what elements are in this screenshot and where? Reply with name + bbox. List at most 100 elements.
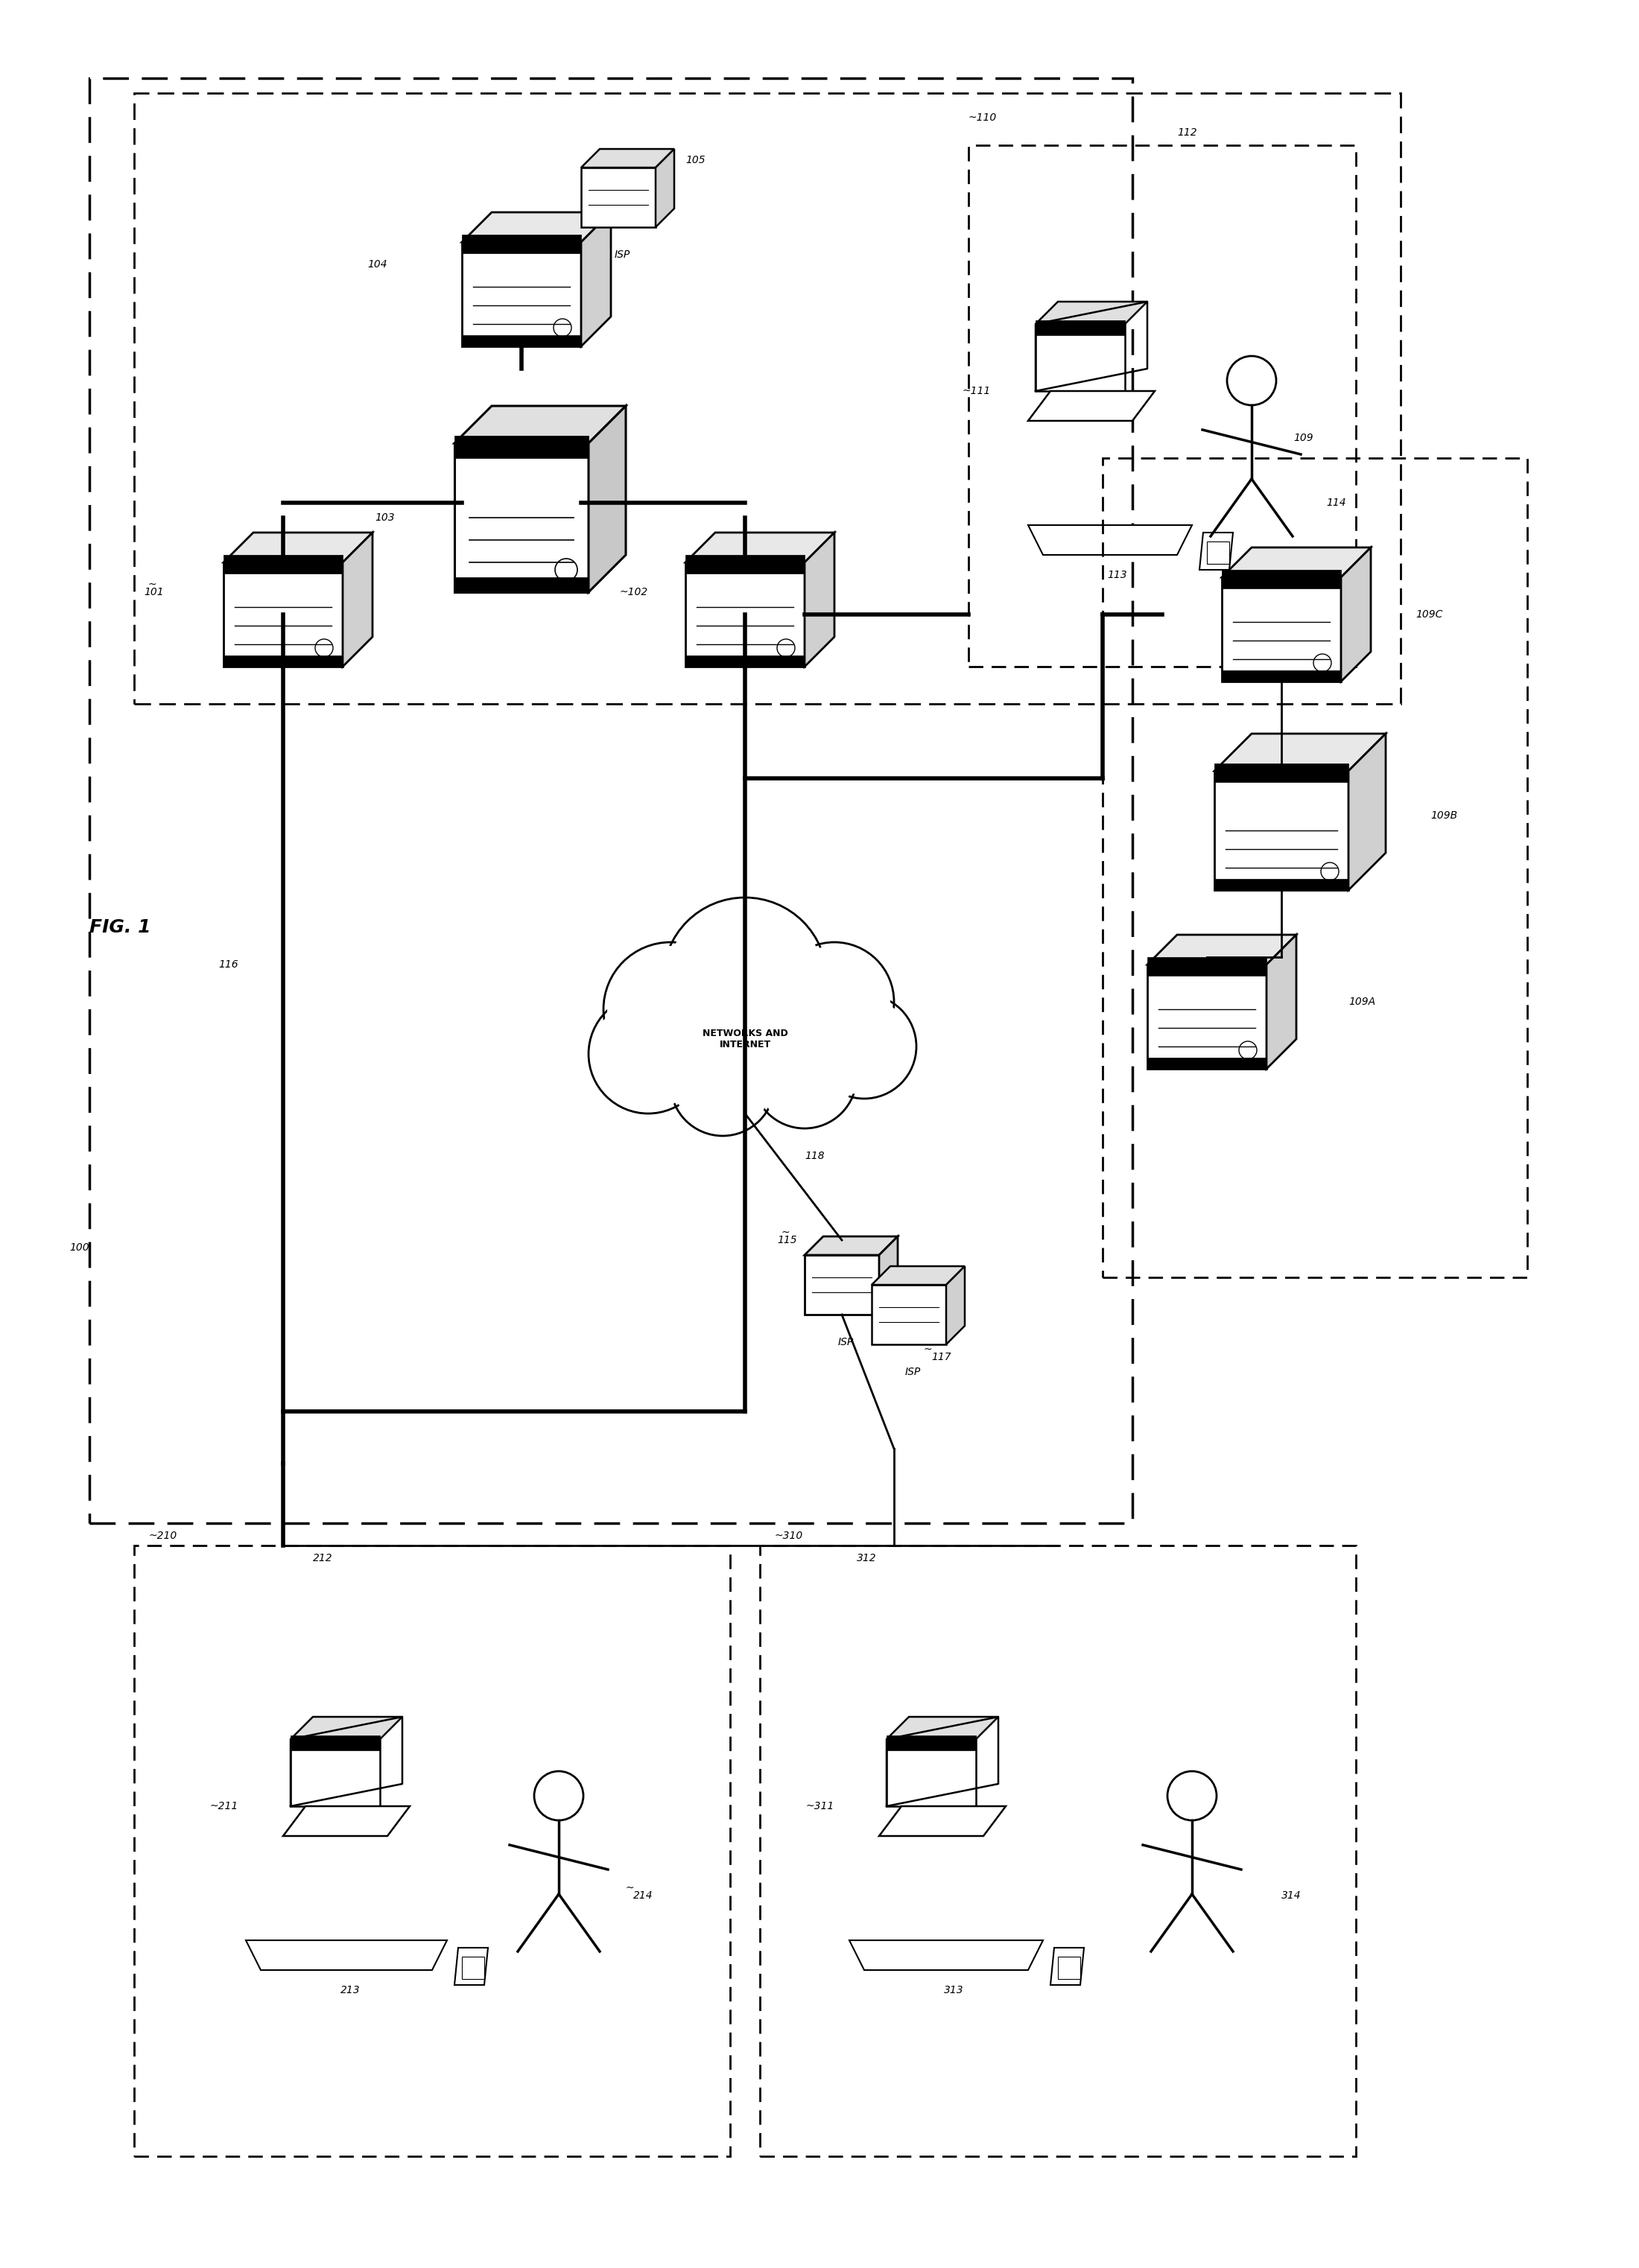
Bar (1057, 1957, 1080, 1980)
Polygon shape (1147, 964, 1267, 1068)
Polygon shape (887, 1717, 998, 1740)
Text: ~102: ~102 (620, 587, 647, 596)
Text: ~211: ~211 (210, 1801, 238, 1812)
Polygon shape (343, 533, 372, 667)
Bar (582, 168, 656, 227)
Text: 104: 104 (367, 259, 387, 270)
Text: 109A: 109A (1349, 996, 1375, 1007)
Circle shape (664, 898, 828, 1061)
Text: 214: 214 (633, 1889, 652, 1901)
Circle shape (752, 1025, 857, 1129)
Polygon shape (462, 213, 611, 243)
Bar (223, 655, 343, 667)
Text: 109C: 109C (1416, 610, 1442, 619)
Text: 105: 105 (685, 154, 705, 166)
Polygon shape (1267, 934, 1296, 1068)
Text: ~111: ~111 (962, 386, 992, 397)
Bar (760, 1545, 1355, 2157)
Polygon shape (588, 406, 626, 592)
Polygon shape (805, 1236, 898, 1254)
Circle shape (775, 941, 893, 1061)
Text: ~: ~ (626, 1882, 634, 1894)
Bar (1206, 542, 1229, 565)
Bar (454, 435, 588, 458)
Text: 117: 117 (931, 1352, 951, 1363)
Polygon shape (582, 150, 674, 168)
Bar (454, 578, 588, 592)
Bar (685, 655, 805, 667)
Polygon shape (1036, 324, 1124, 390)
Polygon shape (1214, 771, 1349, 889)
Polygon shape (454, 1948, 488, 1985)
Polygon shape (849, 1941, 1042, 1971)
Bar (223, 556, 343, 574)
Circle shape (588, 993, 708, 1114)
Bar (90, 77, 1133, 1524)
Bar (462, 1957, 484, 1980)
Text: ~: ~ (148, 581, 156, 590)
Circle shape (811, 993, 916, 1098)
Text: 213: 213 (341, 1985, 361, 1996)
Text: 118: 118 (805, 1150, 824, 1161)
Circle shape (674, 1034, 770, 1132)
Bar (1221, 569, 1341, 587)
Bar (1147, 957, 1267, 975)
Text: 116: 116 (218, 959, 238, 971)
Polygon shape (1214, 733, 1385, 771)
Text: ~: ~ (924, 1345, 933, 1354)
Text: ~311: ~311 (806, 1801, 834, 1812)
Text: ISP: ISP (905, 1368, 921, 1377)
Text: 113: 113 (1108, 569, 1128, 581)
Circle shape (667, 900, 823, 1057)
Polygon shape (290, 1717, 402, 1740)
Polygon shape (1349, 733, 1385, 889)
Circle shape (670, 1032, 775, 1136)
Bar (1214, 764, 1349, 782)
Polygon shape (1341, 547, 1370, 680)
Polygon shape (656, 150, 674, 227)
Polygon shape (290, 1740, 380, 1805)
Polygon shape (454, 442, 588, 592)
Polygon shape (1221, 547, 1370, 578)
Text: 103: 103 (375, 513, 395, 524)
Polygon shape (1221, 578, 1341, 680)
Polygon shape (1051, 1948, 1083, 1985)
Text: 109B: 109B (1431, 810, 1457, 821)
Polygon shape (805, 533, 834, 667)
Polygon shape (685, 562, 805, 667)
Text: 313: 313 (944, 1985, 964, 1996)
Text: 314: 314 (1282, 1889, 1301, 1901)
Text: 100: 100 (69, 1243, 90, 1252)
Text: ~210: ~210 (149, 1531, 177, 1540)
Text: 109: 109 (1293, 433, 1314, 442)
Polygon shape (223, 562, 343, 667)
Text: 212: 212 (313, 1554, 333, 1563)
Polygon shape (872, 1266, 965, 1286)
Bar (1103, 458, 1528, 1277)
Polygon shape (582, 213, 611, 347)
Bar (462, 336, 582, 347)
Polygon shape (1036, 302, 1147, 324)
Text: 112: 112 (1177, 127, 1196, 138)
Bar (134, 93, 1401, 703)
Polygon shape (1028, 526, 1192, 556)
Text: 115: 115 (777, 1234, 797, 1245)
Bar (872, 1286, 946, 1345)
Text: 312: 312 (857, 1554, 877, 1563)
Circle shape (779, 946, 890, 1057)
Text: ~310: ~310 (775, 1531, 803, 1540)
Polygon shape (462, 243, 582, 347)
Bar (805, 1254, 879, 1315)
Bar (1147, 1057, 1267, 1068)
Polygon shape (454, 406, 626, 442)
Bar (134, 1545, 729, 2157)
Circle shape (756, 1027, 852, 1125)
Text: ~110: ~110 (969, 113, 997, 122)
Circle shape (592, 998, 705, 1109)
Polygon shape (1147, 934, 1296, 964)
Bar (462, 234, 582, 254)
Circle shape (606, 946, 734, 1073)
Polygon shape (887, 1740, 975, 1805)
Text: FIG. 1: FIG. 1 (90, 919, 151, 937)
Circle shape (603, 941, 738, 1077)
